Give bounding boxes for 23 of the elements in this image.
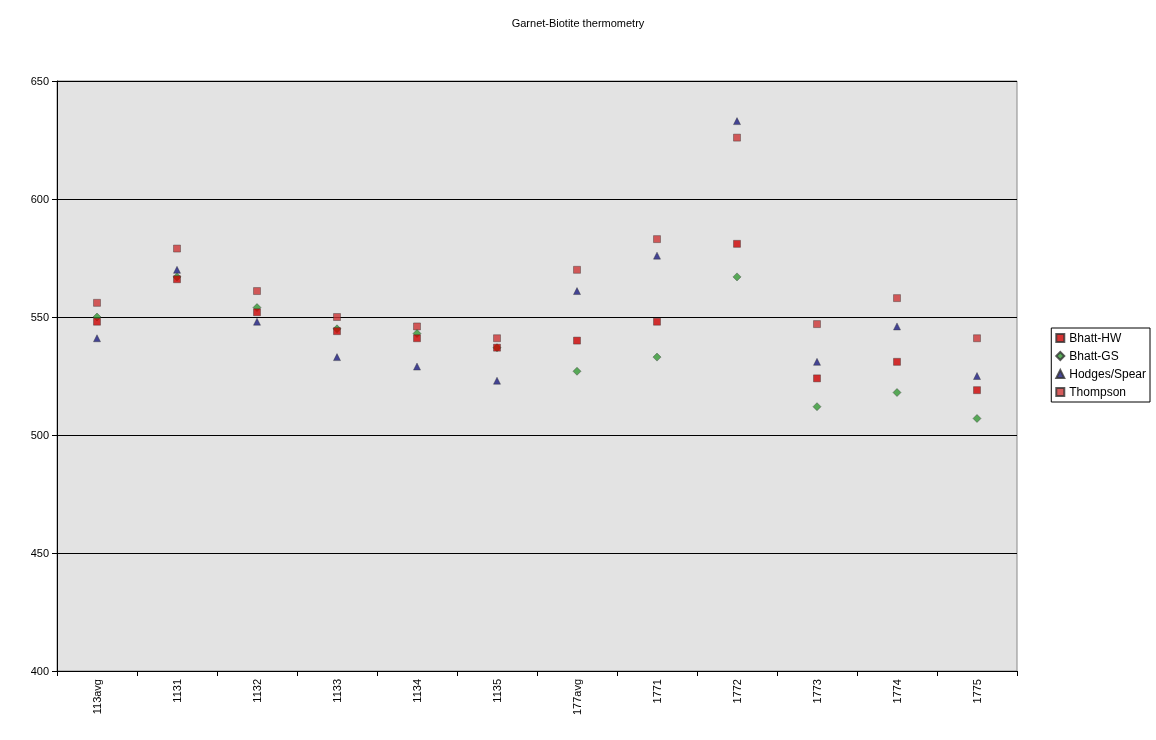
x-tick-label: 1773 <box>811 679 823 704</box>
x-tick-label: 1771 <box>651 679 663 704</box>
y-tick-label: 400 <box>30 665 49 677</box>
y-tick-label: 450 <box>30 547 49 559</box>
x-tick-label: 1774 <box>891 679 903 704</box>
x-tick-label: 177avg <box>571 679 583 716</box>
x-tick-label: 113avg <box>91 679 103 715</box>
y-tick-label: 600 <box>30 193 49 205</box>
y-tick-label: 550 <box>30 311 49 323</box>
x-tick-label: 1775 <box>971 679 983 704</box>
x-tick-label: 1772 <box>731 679 743 704</box>
x-tick-label: 1135 <box>491 679 503 703</box>
legend-label: Bhatt-GS <box>1069 349 1119 363</box>
x-tick-label: 1133 <box>331 679 343 703</box>
legend-label: Bhatt-HW <box>1069 331 1122 345</box>
chart-title: Garnet-Biotite thermometry <box>511 16 645 29</box>
x-tick-label: 1131 <box>171 679 183 703</box>
x-tick-label: 1134 <box>411 679 423 703</box>
y-tick-label: 500 <box>30 429 49 441</box>
legend-label: Thompson <box>1069 385 1126 399</box>
x-tick-label: 1132 <box>251 679 263 703</box>
y-tick-label: 650 <box>30 75 49 87</box>
legend-label: Hodges/Spear <box>1069 367 1146 381</box>
